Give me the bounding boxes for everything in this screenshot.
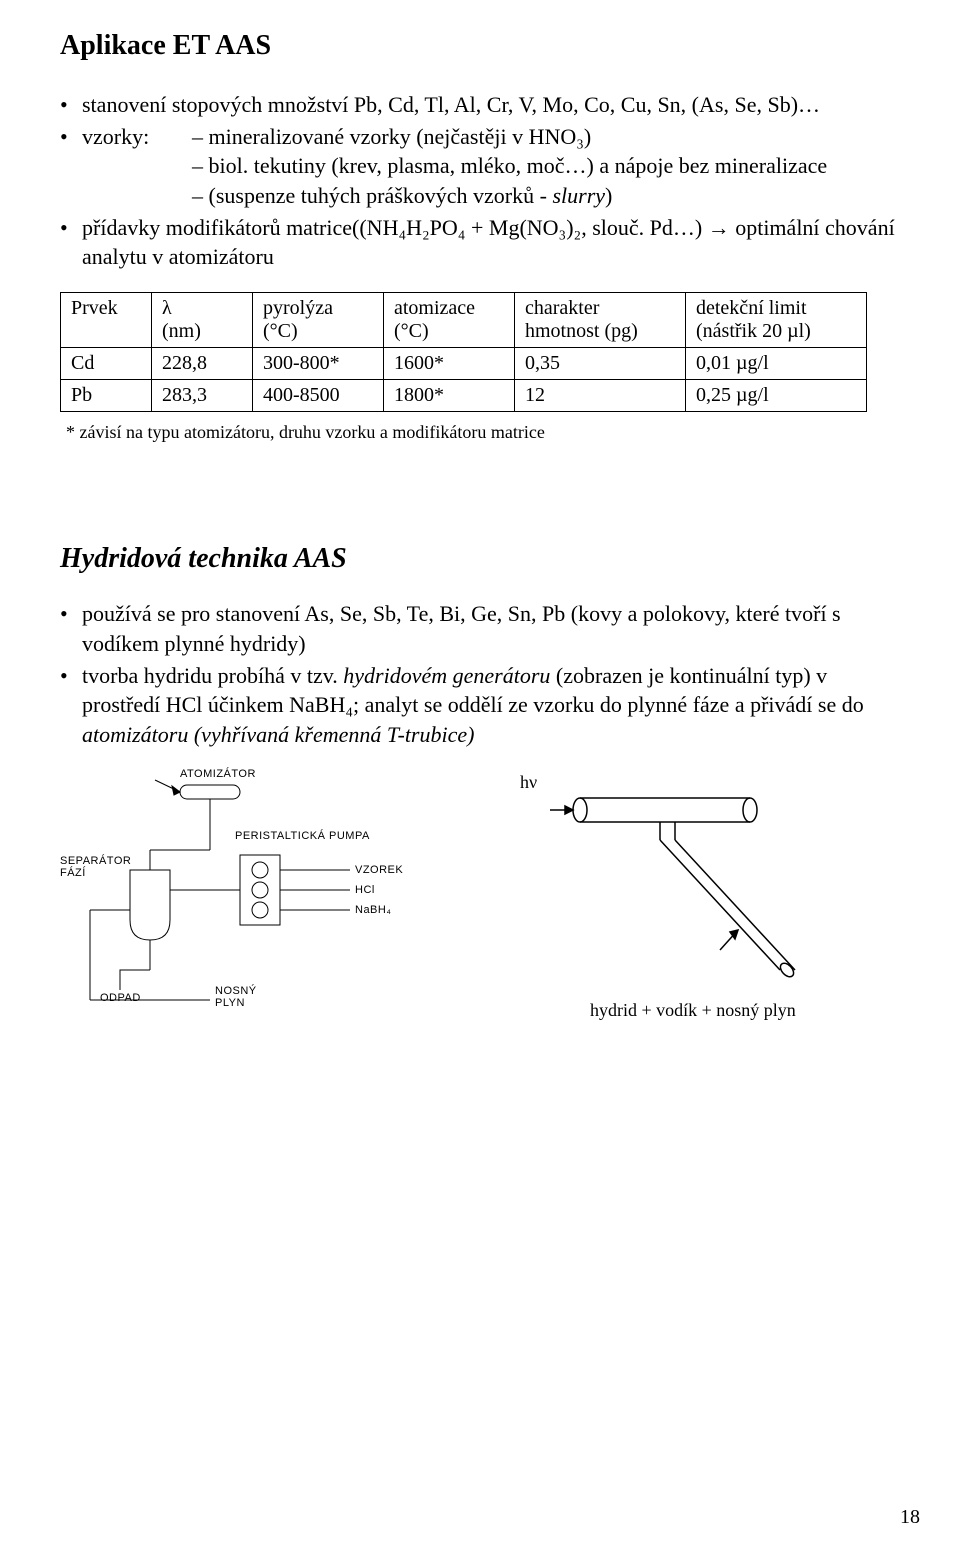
hdr-line: charakter — [525, 297, 599, 319]
table-cell: Cd — [61, 348, 152, 380]
bullet-item: stanovení stopových množství Pb, Cd, Tl,… — [60, 90, 900, 120]
diagram-label: HCl — [355, 884, 375, 896]
table-cell: 0,35 — [515, 348, 686, 380]
table-cell: 0,25 µg/l — [686, 380, 867, 412]
hdr-line: atomizace — [394, 297, 475, 319]
table-header-row: Prvek λ (nm) pyrolýza (°C) atomizace (°C… — [61, 293, 867, 348]
diagram-area: ATOMIZÁTOR SEPARÁTOR FÁZÍ PERISTALTICKÁ … — [60, 770, 880, 1050]
table-cell: 283,3 — [152, 380, 253, 412]
page-title: Aplikace ET AAS — [60, 30, 900, 62]
table-cell: 1600* — [384, 348, 515, 380]
text-run: – (suspenze tuhých práškových vzorků - — [192, 183, 552, 208]
text-italic: hydridovém generátoru — [343, 663, 550, 688]
table-cell: 228,8 — [152, 348, 253, 380]
data-table: Prvek λ (nm) pyrolýza (°C) atomizace (°C… — [60, 292, 867, 412]
vzorky-label: vzorky: — [82, 122, 192, 152]
text-run: ) — [605, 183, 612, 208]
hdr-line: (°C) — [394, 320, 429, 342]
diagram-label: SEPARÁTOR FÁZÍ — [60, 855, 120, 879]
table-cell: 0,01 µg/l — [686, 348, 867, 380]
text-italic: atomizátoru (vyhřívaná křemenná T-trubic… — [82, 722, 474, 747]
table-cell: Pb — [61, 380, 152, 412]
table-cell: 1800* — [384, 380, 515, 412]
diagram-label: ATOMIZÁTOR — [180, 768, 256, 780]
vzorky-sub: – biol. tekutiny (krev, plasma, mléko, m… — [82, 151, 900, 181]
table-header: atomizace (°C) — [384, 293, 515, 348]
hdr-line: λ — [162, 297, 172, 319]
diagram-label: ODPAD — [100, 992, 141, 1004]
table-row: Cd 228,8 300-800* 1600* 0,35 0,01 µg/l — [61, 348, 867, 380]
vzorky-sub: – mineralizované vzorky (nejčastěji v HN… — [192, 122, 900, 152]
bullet-item: používá se pro stanovení As, Se, Sb, Te,… — [60, 599, 900, 658]
table-cell: 12 — [515, 380, 686, 412]
section-title: Hydridová technika AAS — [60, 543, 900, 575]
table-cell: 400-8500 — [253, 380, 384, 412]
text-italic: slurry — [552, 183, 605, 208]
bullet-list-2: používá se pro stanovení As, Se, Sb, Te,… — [60, 599, 900, 749]
diagram-label: NOSNÝ PLYN — [215, 985, 265, 1009]
table-header: charakter hmotnost (pg) — [515, 293, 686, 348]
table-header: detekční limit (nástřik 20 µl) — [686, 293, 867, 348]
vzorky-sub: – (suspenze tuhých práškových vzorků - s… — [82, 181, 900, 211]
bullet-list-top: stanovení stopových množství Pb, Cd, Tl,… — [60, 90, 900, 272]
diagram-label: VZOREK — [355, 864, 403, 876]
diagram-label: NaBH₄ — [355, 904, 391, 916]
page-number: 18 — [900, 1506, 920, 1529]
table-row: Pb 283,3 400-8500 1800* 12 0,25 µg/l — [61, 380, 867, 412]
table-header: Prvek — [61, 293, 152, 348]
hydrid-label: hydrid + vodík + nosný plyn — [590, 1000, 796, 1021]
hdr-line: (°C) — [263, 320, 298, 342]
hdr-line: pyrolýza — [263, 297, 333, 319]
text-run: tvorba hydridu probíhá v tzv. — [82, 663, 343, 688]
hdr-line: hmotnost (pg) — [525, 320, 638, 342]
hv-label: hν — [520, 772, 537, 793]
hdr-line: detekční limit — [696, 297, 807, 319]
diagram-label: PERISTALTICKÁ PUMPA — [235, 830, 370, 842]
bullet-item: vzorky: – mineralizované vzorky (nejčast… — [60, 122, 900, 211]
table-cell: 300-800* — [253, 348, 384, 380]
table-header: pyrolýza (°C) — [253, 293, 384, 348]
table-footnote: * závisí na typu atomizátoru, druhu vzor… — [66, 422, 900, 443]
bullet-item: přídavky modifikátorů matrice((NH₄H₂PO₄ … — [60, 213, 900, 272]
hdr-line: (nástřik 20 µl) — [696, 320, 811, 342]
table-header: λ (nm) — [152, 293, 253, 348]
hdr-line: (nm) — [162, 320, 201, 342]
bullet-item: tvorba hydridu probíhá v tzv. hydridovém… — [60, 661, 900, 750]
